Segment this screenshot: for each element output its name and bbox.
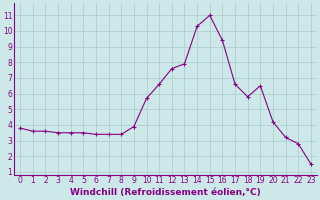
X-axis label: Windchill (Refroidissement éolien,°C): Windchill (Refroidissement éolien,°C) bbox=[70, 188, 261, 197]
